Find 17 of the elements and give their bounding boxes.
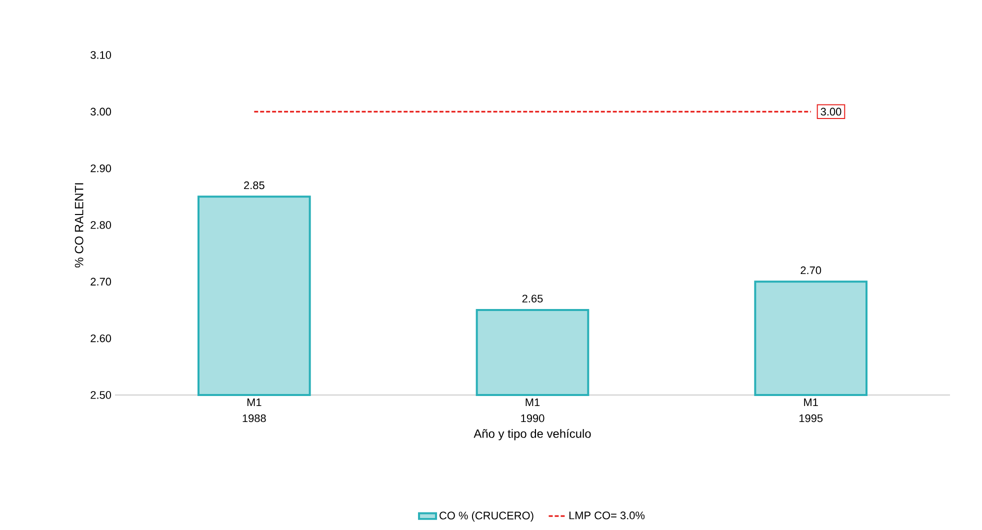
y-tick-label: 3.00 bbox=[90, 108, 112, 116]
y-tick-label: 2.80 bbox=[90, 221, 112, 229]
data-label: 2.70 bbox=[800, 266, 822, 274]
x-tick-label: M1 1995 bbox=[799, 398, 823, 422]
y-tick-label: 2.60 bbox=[90, 334, 112, 342]
x-tick-label: M1 1988 bbox=[242, 398, 266, 422]
y-tick-label: 3.10 bbox=[90, 51, 112, 59]
y-tick-label: 2.70 bbox=[90, 278, 112, 286]
x-axis-title: Año y tipo de vehículo bbox=[474, 428, 591, 440]
data-label: 2.85 bbox=[244, 181, 264, 190]
data-label: 2.65 bbox=[522, 294, 543, 302]
legend-label: LMP CO= 3.0% bbox=[569, 512, 645, 520]
y-tick-label: 2.50 bbox=[90, 391, 112, 399]
y-axis-title: % CO RALENTI bbox=[74, 183, 84, 268]
legend-label: CO % (CRUCERO) bbox=[440, 511, 534, 522]
y-tick-label: 2.90 bbox=[90, 164, 112, 172]
x-tick-label: M1 1990 bbox=[521, 398, 544, 422]
